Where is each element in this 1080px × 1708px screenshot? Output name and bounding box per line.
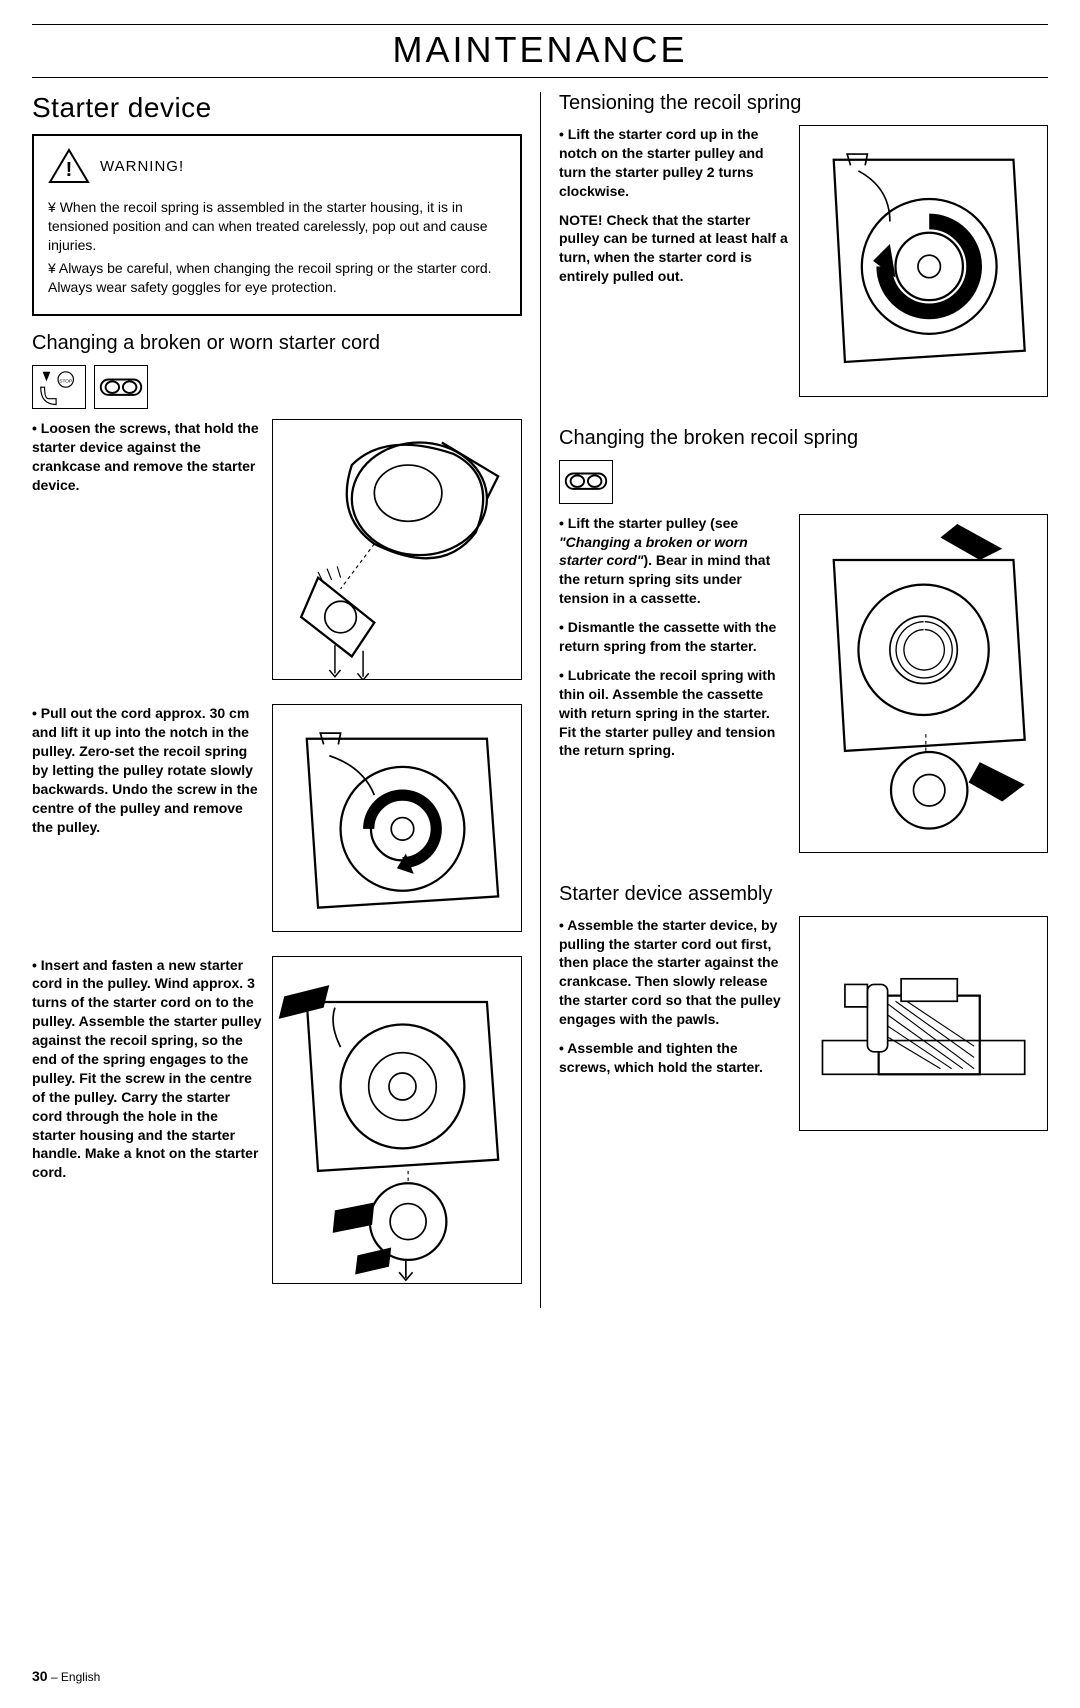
svg-text:STOP: STOP bbox=[59, 379, 72, 385]
assembly-text: Assemble the starter device, by pulling … bbox=[559, 916, 789, 1077]
heading-starter-device: Starter device bbox=[32, 92, 522, 124]
spring-figure bbox=[799, 514, 1048, 853]
assembly-steps: Assemble the starter device, by pulling … bbox=[559, 916, 1048, 1131]
warning-box: ! WARNING! When the recoil spring is ass… bbox=[32, 134, 522, 316]
spring-bullet-1: Lift the starter pulley (see "Changing a… bbox=[559, 514, 789, 608]
spring-bullet-2: Dismantle the cassette with the return s… bbox=[559, 618, 789, 656]
step-3-text: Insert and fasten a new starter cord in … bbox=[32, 956, 262, 1183]
tension-text: Lift the starter cord up in the notch on… bbox=[559, 125, 789, 286]
subhead-changing-spring: Changing the broken recoil spring bbox=[559, 427, 1048, 450]
goggles-icon bbox=[94, 365, 148, 409]
warning-item: When the recoil spring is assembled in t… bbox=[48, 198, 506, 255]
step-3-figure bbox=[272, 956, 522, 1285]
left-column: Starter device ! WARNING! When the recoi… bbox=[32, 92, 540, 1308]
page-footer: 30 – English bbox=[32, 1668, 1048, 1684]
rule-under-title bbox=[32, 77, 1048, 78]
footer-language: – English bbox=[48, 1670, 101, 1684]
rule-top bbox=[32, 24, 1048, 25]
step-1-text: Loosen the screws, that hold the starter… bbox=[32, 419, 262, 495]
two-column-layout: Starter device ! WARNING! When the recoi… bbox=[32, 92, 1048, 1308]
step-1: Loosen the screws, that hold the starter… bbox=[32, 419, 522, 680]
warning-item: Always be careful, when changing the rec… bbox=[48, 259, 506, 297]
page-title: MAINTENANCE bbox=[32, 29, 1048, 71]
stop-arrow-icon: STOP bbox=[32, 365, 86, 409]
step-1-bullet: Loosen the screws, that hold the starter… bbox=[32, 419, 262, 495]
icon-row: STOP bbox=[32, 365, 522, 409]
right-column: Tensioning the recoil spring Lift the st… bbox=[540, 92, 1048, 1308]
subhead-assembly: Starter device assembly bbox=[559, 883, 1048, 906]
assembly-bullet-1: Assemble the starter device, by pulling … bbox=[559, 916, 789, 1029]
step-2-text: Pull out the cord approx. 30 cm and lift… bbox=[32, 704, 262, 836]
step-2-figure bbox=[272, 704, 522, 931]
step-3: Insert and fasten a new starter cord in … bbox=[32, 956, 522, 1285]
warning-triangle-icon: ! bbox=[48, 148, 90, 184]
step-2-bullet: Pull out the cord approx. 30 cm and lift… bbox=[32, 704, 262, 836]
tension-bullet-1: Lift the starter cord up in the notch on… bbox=[559, 125, 789, 201]
warning-list: When the recoil spring is assembled in t… bbox=[48, 198, 506, 296]
subhead-changing-cord: Changing a broken or worn starter cord bbox=[32, 332, 522, 355]
step-1-figure bbox=[272, 419, 522, 680]
assembly-figure bbox=[799, 916, 1048, 1131]
warning-header: ! WARNING! bbox=[48, 148, 506, 184]
spring-steps: Lift the starter pulley (see "Changing a… bbox=[559, 514, 1048, 853]
assembly-bullet-2: Assemble and tighten the screws, which h… bbox=[559, 1039, 789, 1077]
goggles-icon bbox=[559, 460, 613, 504]
subhead-tensioning: Tensioning the recoil spring bbox=[559, 92, 1048, 115]
footer-page-number: 30 bbox=[32, 1668, 48, 1684]
icon-row-goggles bbox=[559, 460, 1048, 504]
spring-b1-pre: Lift the starter pulley (see bbox=[568, 515, 738, 531]
tension-figure bbox=[799, 125, 1048, 397]
svg-text:!: ! bbox=[66, 159, 73, 181]
step-3-bullet: Insert and fasten a new starter cord in … bbox=[32, 956, 262, 1183]
step-2: Pull out the cord approx. 30 cm and lift… bbox=[32, 704, 522, 931]
tension-step: Lift the starter cord up in the notch on… bbox=[559, 125, 1048, 397]
spring-text: Lift the starter pulley (see "Changing a… bbox=[559, 514, 789, 761]
tension-note: NOTE! Check that the starter pulley can … bbox=[559, 211, 789, 287]
spring-bullet-3: Lubricate the recoil spring with thin oi… bbox=[559, 666, 789, 760]
warning-label: WARNING! bbox=[100, 158, 184, 175]
